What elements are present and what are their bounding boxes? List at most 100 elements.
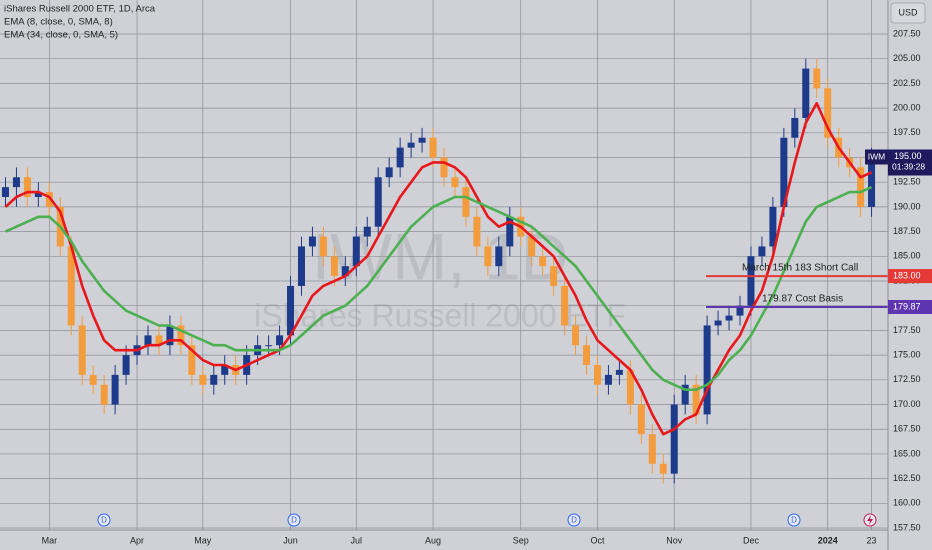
candle-body bbox=[374, 177, 382, 227]
y-tick-label: 172.50 bbox=[893, 374, 921, 384]
dividend-label: D bbox=[571, 516, 577, 525]
y-tick-label: 170.00 bbox=[893, 399, 921, 409]
x-tick-label: Apr bbox=[130, 535, 144, 545]
candle-body bbox=[736, 305, 744, 316]
y-tick-label: 202.50 bbox=[893, 78, 921, 88]
candle-body bbox=[769, 206, 777, 247]
x-tick-label: Nov bbox=[666, 535, 683, 545]
candle-body bbox=[714, 320, 722, 326]
candle-body bbox=[210, 374, 218, 385]
countdown: 01:39:28 bbox=[892, 162, 925, 172]
candle-body bbox=[78, 325, 86, 375]
x-tick-label: Oct bbox=[590, 535, 605, 545]
dividend-marker[interactable] bbox=[787, 513, 801, 527]
candle-body bbox=[506, 216, 514, 247]
candle-body bbox=[396, 147, 404, 168]
candle-body bbox=[758, 246, 766, 257]
candle-body bbox=[451, 177, 459, 188]
candle-body bbox=[23, 177, 31, 198]
candle-body bbox=[495, 246, 503, 267]
chart-title: iShares Russell 2000 ETF, 1D, Arca bbox=[4, 4, 156, 15]
candle-body bbox=[637, 404, 645, 435]
candle-body bbox=[572, 325, 580, 346]
currency[interactable]: USD bbox=[898, 7, 918, 17]
x-tick-label: 2024 bbox=[818, 535, 838, 545]
candle-body bbox=[593, 364, 601, 385]
candle-body bbox=[780, 137, 788, 207]
candle-body bbox=[528, 236, 536, 257]
x-tick-label: Jun bbox=[283, 535, 298, 545]
y-tick-label: 175.00 bbox=[893, 349, 921, 359]
y-tick-label: 207.50 bbox=[893, 28, 921, 38]
dividend-marker[interactable] bbox=[287, 513, 301, 527]
y-tick-label: 157.50 bbox=[893, 522, 921, 532]
candle-body bbox=[34, 192, 42, 198]
annotation: March 15th 183 Short Call bbox=[742, 263, 858, 274]
candle-body bbox=[615, 369, 623, 375]
candle-body bbox=[155, 335, 163, 346]
price-tag-label: 179.87 bbox=[893, 301, 921, 311]
candle-body bbox=[550, 266, 558, 286]
last-price-label: 195.00 bbox=[894, 151, 922, 161]
candle-body bbox=[287, 285, 295, 336]
candle-body bbox=[67, 246, 75, 326]
currency-button[interactable] bbox=[890, 2, 926, 24]
candle-body bbox=[188, 345, 196, 375]
candle-body bbox=[440, 157, 448, 178]
dividend-label: D bbox=[791, 516, 797, 525]
candle-body bbox=[122, 355, 130, 375]
candle-body bbox=[648, 434, 656, 464]
x-tick-label: Sep bbox=[513, 535, 529, 545]
candle-body bbox=[802, 68, 810, 118]
candle-body bbox=[791, 117, 799, 138]
candle-body bbox=[868, 157, 876, 207]
candle-body bbox=[703, 325, 711, 415]
y-tick-label: 192.50 bbox=[893, 177, 921, 187]
candle-body bbox=[659, 463, 667, 474]
x-tick-label: Aug bbox=[425, 535, 441, 545]
candle-body bbox=[221, 364, 229, 375]
y-tick-label: 177.50 bbox=[893, 325, 921, 335]
dividend-marker[interactable] bbox=[567, 513, 581, 527]
candle-body bbox=[341, 266, 349, 277]
price-tag-label: 183.00 bbox=[893, 270, 921, 280]
x-tick-label: 23 bbox=[867, 535, 877, 545]
candle-body bbox=[330, 256, 338, 277]
dividend-marker[interactable] bbox=[97, 513, 111, 527]
candle-body bbox=[484, 246, 492, 267]
candle-body bbox=[111, 374, 119, 405]
x-tick-label: Jul bbox=[351, 535, 363, 545]
x-tick-label: May bbox=[194, 535, 212, 545]
candle-body bbox=[352, 236, 360, 267]
candle-body bbox=[144, 335, 152, 346]
candle-body bbox=[747, 256, 755, 306]
candle-body bbox=[813, 68, 821, 89]
plot bbox=[1, 58, 888, 484]
x-tick-label: Mar bbox=[42, 535, 58, 545]
legend-entry: EMA (34, close, 0, SMA, 5) bbox=[4, 30, 118, 41]
candle-body bbox=[12, 177, 20, 188]
y-tick-label: 160.00 bbox=[893, 498, 921, 508]
dividend-markers: D D D D bbox=[97, 513, 877, 527]
candle-body bbox=[857, 167, 865, 207]
candle-body bbox=[177, 325, 185, 346]
y-tick-label: 165.00 bbox=[893, 448, 921, 458]
candle-body bbox=[45, 192, 53, 207]
candle-body bbox=[681, 384, 689, 405]
annotation: 179.87 Cost Basis bbox=[762, 294, 843, 305]
y-tick-label: 162.50 bbox=[893, 473, 921, 483]
dividend-label: D bbox=[291, 516, 297, 525]
y-tick-label: 167.50 bbox=[893, 424, 921, 434]
candle-body bbox=[166, 325, 174, 346]
legend-entry: EMA (8, close, 0, SMA, 8) bbox=[4, 17, 113, 28]
event-icon bbox=[867, 515, 873, 525]
candle-body bbox=[604, 374, 612, 385]
candle-body bbox=[276, 335, 284, 346]
candle-body bbox=[89, 374, 97, 385]
y-tick-label: 190.00 bbox=[893, 201, 921, 211]
y-tick-label: 205.00 bbox=[893, 53, 921, 63]
candle-body bbox=[1, 187, 9, 198]
candle-body bbox=[297, 246, 305, 286]
